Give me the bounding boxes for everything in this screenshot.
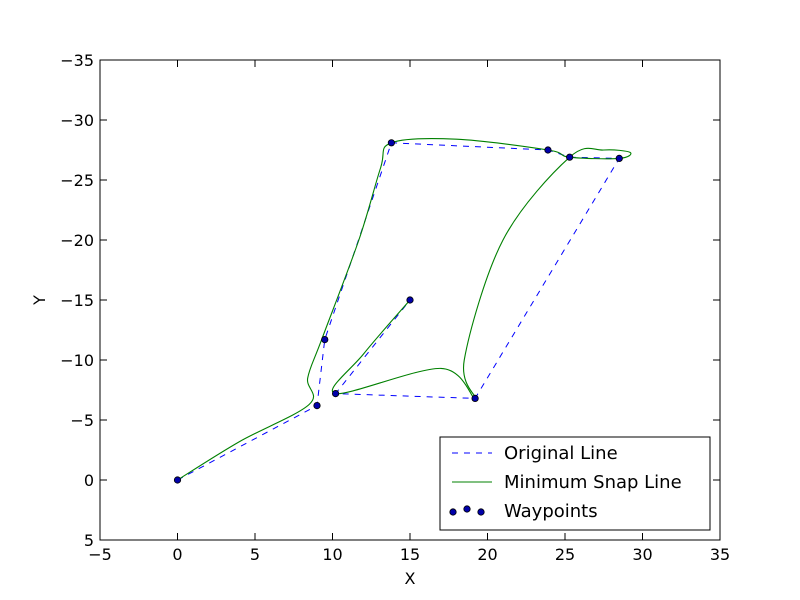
y-tick-label: −30: [60, 111, 94, 130]
waypoint-marker: [406, 296, 414, 304]
x-tick-label: 25: [555, 545, 575, 564]
waypoint-marker: [173, 476, 182, 484]
x-axis-title: X: [405, 569, 416, 588]
y-tick-label: −20: [60, 231, 94, 250]
x-tick-label: 0: [172, 545, 182, 564]
waypoint-marker: [387, 139, 395, 147]
legend-waypoint-dot: [477, 508, 485, 516]
y-tick-label: −35: [60, 51, 94, 70]
y-tick-label: 5: [84, 531, 94, 550]
legend: Original Line Minimum Snap Line Waypoint…: [439, 436, 711, 531]
waypoint-marker: [321, 335, 329, 344]
y-axis-ticks: 5 0 −5 −10 −15 −20 −25 −30 −35: [60, 51, 720, 550]
legend-label-original-line: Original Line: [504, 443, 618, 464]
waypoint-marker: [313, 401, 321, 410]
x-tick-label: 30: [632, 545, 652, 564]
waypoint-marker: [471, 394, 479, 402]
waypoint-marker: [544, 146, 552, 154]
legend-label-waypoints: Waypoints: [504, 501, 598, 522]
plot-series: [173, 137, 632, 484]
y-tick-label: −5: [70, 411, 94, 430]
waypoint-marker: [615, 154, 623, 162]
legend-box: [439, 436, 711, 531]
x-tick-label: 15: [400, 545, 420, 564]
legend-waypoint-dot: [463, 505, 471, 513]
waypoint-marker: [331, 389, 340, 398]
x-tick-label: 5: [250, 545, 260, 564]
y-tick-label: −10: [60, 351, 94, 370]
x-axis-ticks: −5 0 5 10 15 20 25 30 35: [88, 60, 730, 564]
legend-sample-waypoints: [449, 505, 485, 516]
x-tick-label: 20: [477, 545, 497, 564]
x-tick-label: 10: [322, 545, 342, 564]
legend-label-minimum-snap-line: Minimum Snap Line: [504, 472, 682, 493]
series-line-minimum-snap-line: [177, 137, 632, 481]
x-tick-label: −5: [88, 545, 112, 564]
series-line-original-line: [177, 142, 621, 481]
waypoint-marker: [566, 153, 574, 161]
x-tick-label: 35: [710, 545, 730, 564]
y-axis-title: Y: [30, 295, 49, 306]
legend-waypoint-dot: [449, 508, 457, 516]
y-tick-label: −15: [60, 291, 94, 310]
y-tick-label: −25: [60, 171, 94, 190]
y-tick-label: 0: [84, 471, 94, 490]
